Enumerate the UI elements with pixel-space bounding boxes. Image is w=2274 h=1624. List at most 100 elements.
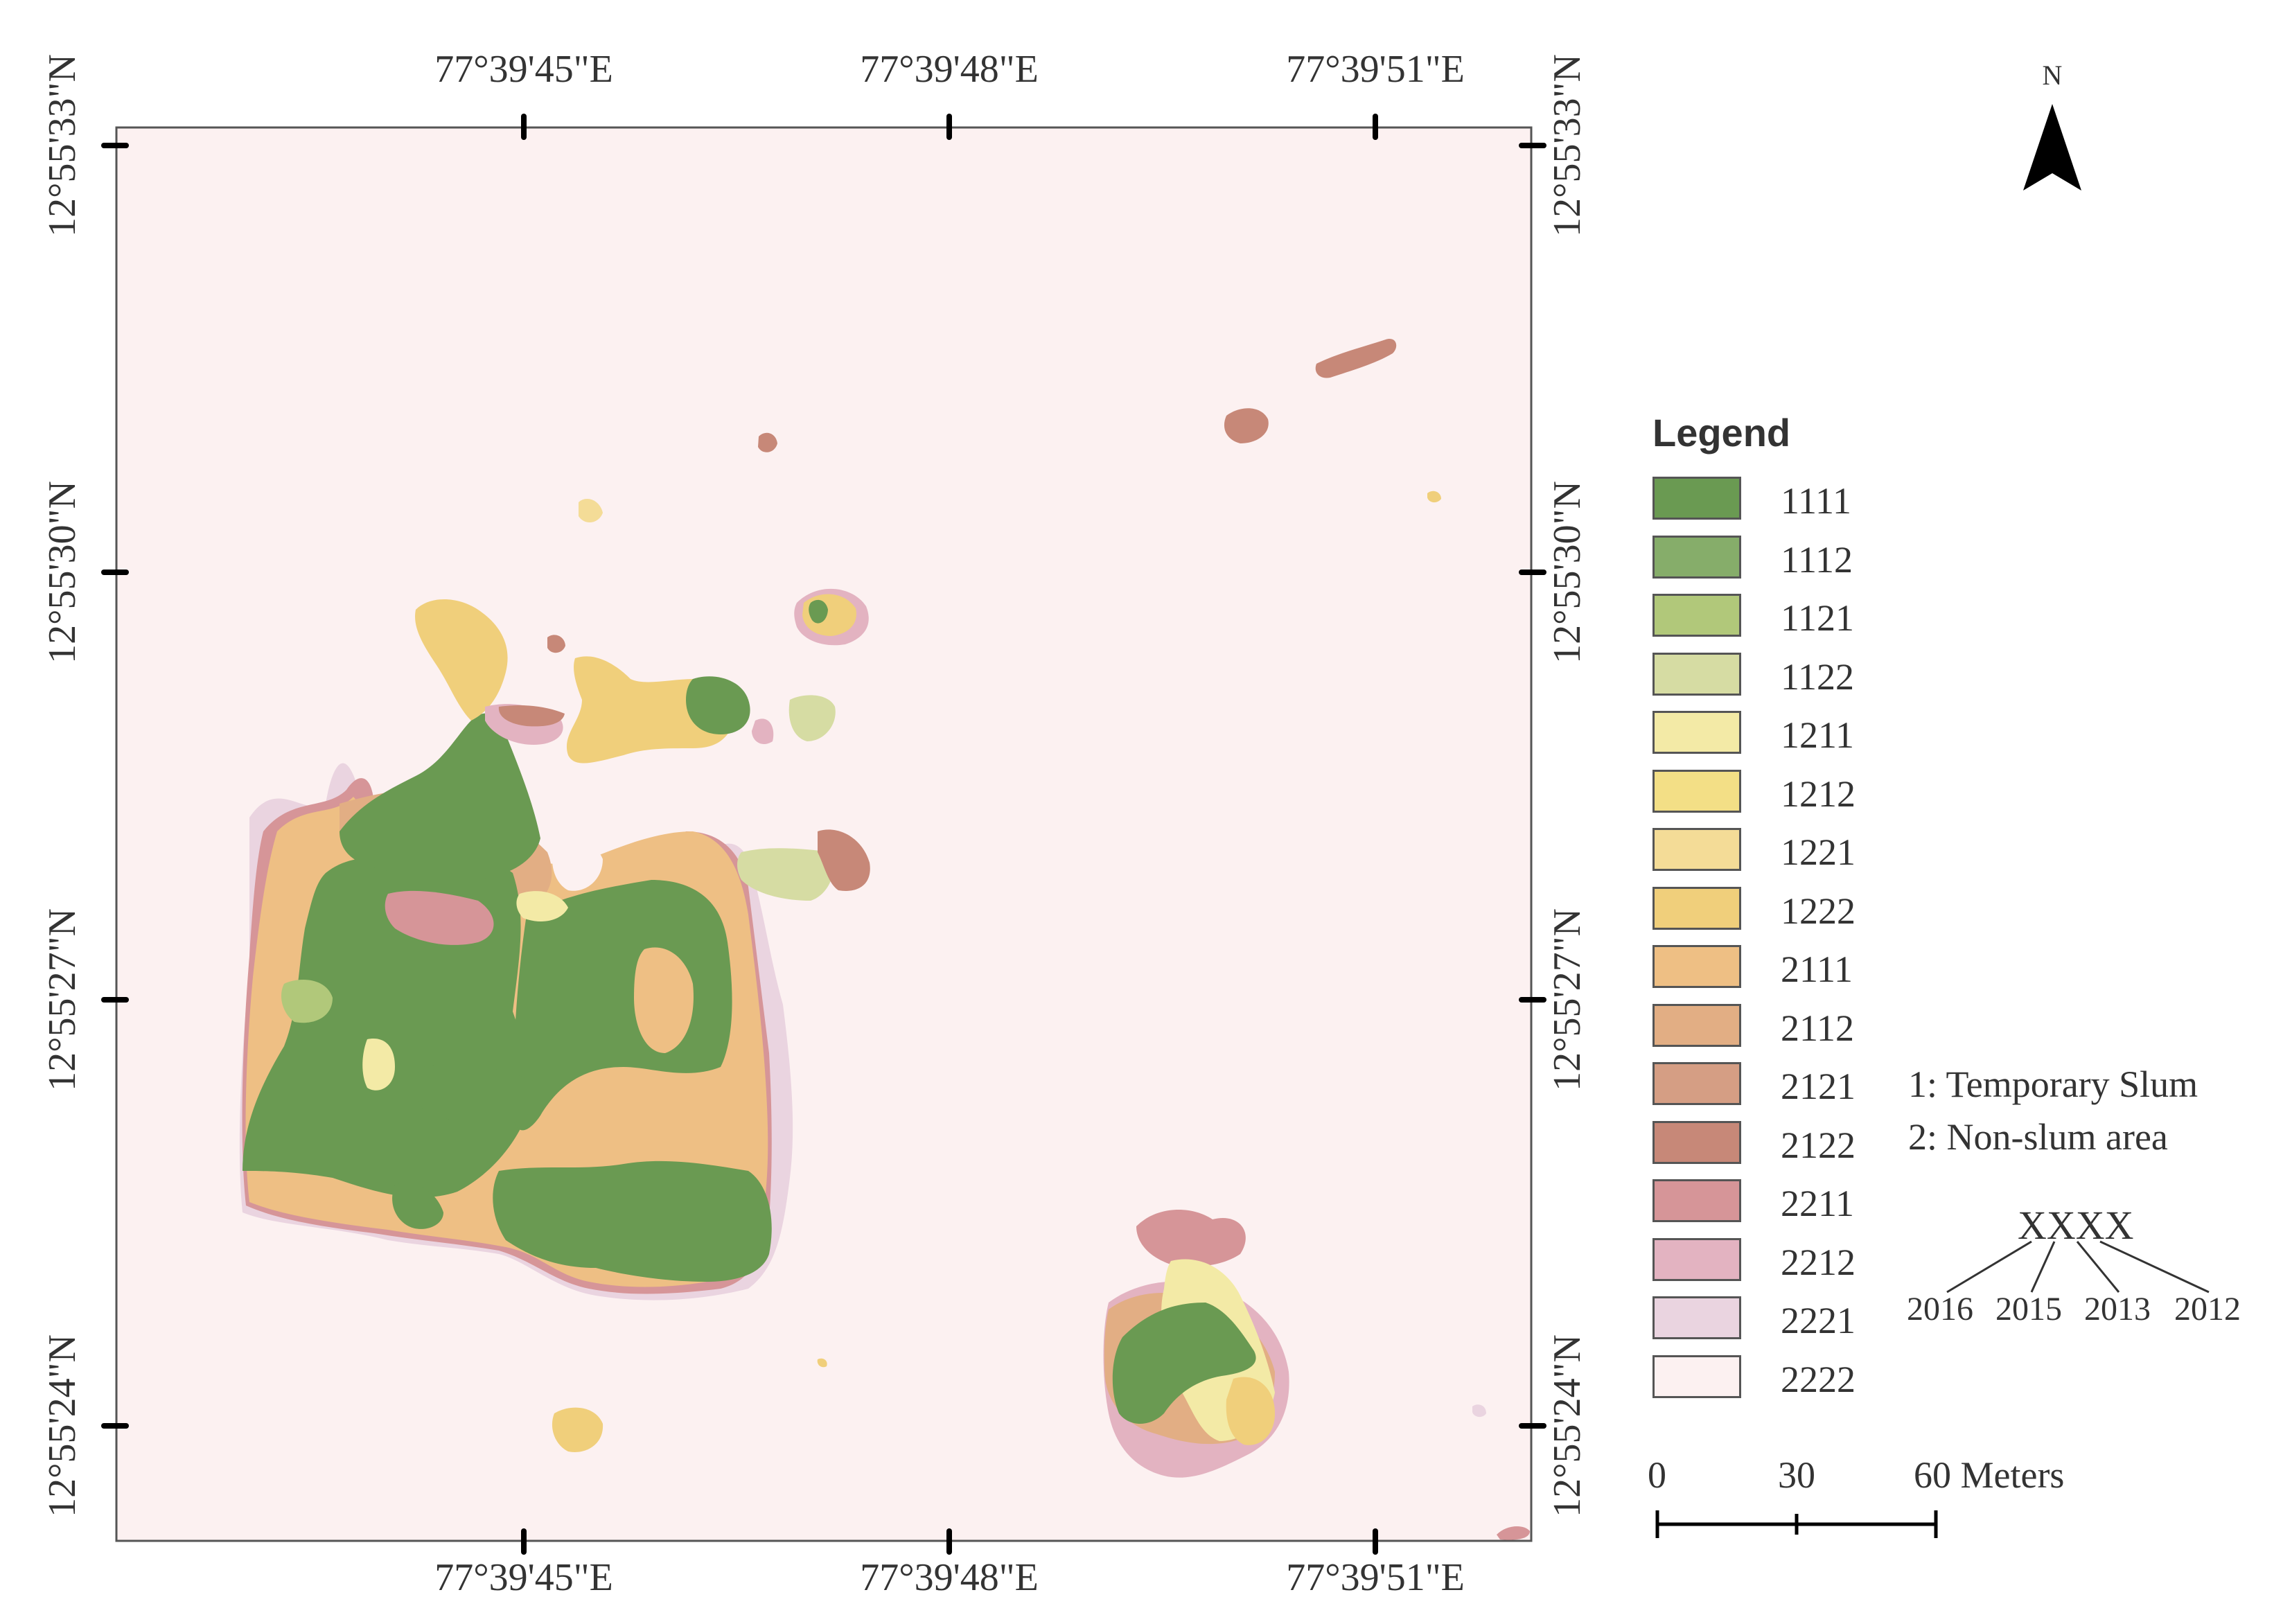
scale-label-30: 30 <box>1778 1454 1815 1496</box>
legend-item: 2112 <box>1652 1003 1930 1052</box>
code-diagram-lines <box>1946 1240 2210 1294</box>
legend-label: 1222 <box>1781 890 1856 932</box>
key-year-2015: 2015 <box>1995 1291 2062 1327</box>
legend-swatch <box>1652 1179 1741 1222</box>
key-non-slum: 2: Non-slum area <box>1908 1116 2168 1158</box>
left-latitude-label: 12°55'33"N <box>41 54 84 237</box>
legend-label: 2222 <box>1781 1358 1856 1400</box>
patch-1211-mid <box>516 891 568 921</box>
legend-label: 1212 <box>1781 773 1856 815</box>
legend-swatch <box>1652 594 1741 637</box>
left-latitude-label: 12°55'24"N <box>41 1334 84 1517</box>
top-longitude-label: 77°39'48"E <box>860 48 1039 91</box>
patch-1222-se-right <box>1226 1377 1275 1445</box>
map-patches <box>239 339 1530 1540</box>
north-arrow-icon: N <box>2023 60 2081 191</box>
legend-swatch <box>1652 711 1741 754</box>
patch-1111-small <box>392 1183 443 1229</box>
legend-item: 1121 <box>1652 594 1930 642</box>
legend-item: 2221 <box>1652 1296 1930 1345</box>
scale-label-60: 60 Meters <box>1914 1454 2065 1496</box>
right-latitude-labels: 12°55'33"N 12°55'30"N 12°55'27"N 12°55'2… <box>1546 54 1589 1517</box>
legend-label: 1121 <box>1781 597 1854 639</box>
patch-1111-center <box>513 880 732 1131</box>
legend-swatch <box>1652 1354 1741 1398</box>
key-code: XXXX <box>2018 1203 2134 1248</box>
patch-2122-mid <box>498 705 565 727</box>
legend-label: 1211 <box>1781 714 1854 756</box>
legend-label: 2212 <box>1781 1241 1856 1283</box>
legend-swatch <box>1652 652 1741 696</box>
legend-item: 1111 <box>1652 477 1930 525</box>
top-longitude-label: 77°39'51"E <box>1286 48 1465 91</box>
legend-label: 2121 <box>1781 1066 1856 1107</box>
right-latitude-label: 12°55'24"N <box>1546 1334 1589 1517</box>
key-year-2012: 2012 <box>2174 1291 2241 1327</box>
legend-item: 2111 <box>1652 945 1930 994</box>
legend-item: 2121 <box>1652 1062 1930 1111</box>
patch-2211-se-top <box>1136 1210 1246 1266</box>
legend-item: 1122 <box>1652 652 1930 701</box>
patch-2122-dot-b <box>547 635 565 653</box>
patch-1111-upper-ring <box>809 599 828 624</box>
legend-item: 1222 <box>1652 886 1930 935</box>
legend-item: 1212 <box>1652 769 1930 818</box>
legend-item: 2212 <box>1652 1237 1930 1287</box>
patch-2211-left-inner <box>385 890 494 945</box>
patch-1111-north-b <box>686 676 750 734</box>
legend-label: 1221 <box>1781 831 1856 873</box>
patch-2122-dot-a <box>758 432 777 452</box>
patch-2111-hole <box>634 947 694 1053</box>
scale-bar <box>1655 1510 1938 1538</box>
legend-label: 1122 <box>1781 655 1854 698</box>
patch-1222-south-west <box>552 1407 603 1452</box>
legend-swatch <box>1652 535 1741 579</box>
bottom-longitude-label: 77°39'51"E <box>1286 1556 1465 1599</box>
left-latitude-label: 12°55'27"N <box>41 908 84 1091</box>
legend-item: 2211 <box>1652 1179 1930 1228</box>
legend-label: 1112 <box>1781 538 1853 581</box>
patch-1122-east-small <box>737 848 834 901</box>
legend-title: Legend <box>1652 411 1791 454</box>
legend-swatch <box>1652 1296 1741 1339</box>
legend-swatch <box>1652 886 1741 930</box>
key-year-2016: 2016 <box>1907 1291 1973 1327</box>
legend-swatch <box>1652 477 1741 520</box>
legend-item: 1112 <box>1652 535 1930 584</box>
right-latitude-label: 12°55'33"N <box>1546 54 1589 237</box>
legend-label: 2122 <box>1781 1124 1856 1166</box>
legend-swatch <box>1652 1062 1741 1105</box>
patch-2221-south-dot <box>1472 1404 1486 1418</box>
patch-2211-corner <box>1497 1526 1530 1540</box>
patch-2122-east <box>818 829 870 891</box>
patch-1111-bottom <box>493 1160 772 1282</box>
key-temporary-slum: 1: Temporary Slum <box>1908 1063 2198 1105</box>
legend-item: 2122 <box>1652 1120 1930 1170</box>
patch-1222-north-a <box>415 599 508 721</box>
patch-1222-tiny <box>817 1358 827 1368</box>
legend-swatch <box>1652 828 1741 871</box>
bottom-longitude-label: 77°39'48"E <box>860 1556 1039 1599</box>
legend-swatch <box>1652 945 1741 988</box>
north-arrow-label: N <box>2043 60 2063 91</box>
legend-item: 1211 <box>1652 711 1930 759</box>
legend-swatch <box>1652 1003 1741 1047</box>
patch-2212-north-c <box>752 718 774 745</box>
legend-swatch <box>1652 1237 1741 1281</box>
graticule-ticks <box>101 114 1546 1555</box>
legend-label: 2221 <box>1781 1300 1856 1341</box>
legend-label: 2111 <box>1781 948 1853 990</box>
legend-item: 1221 <box>1652 828 1930 876</box>
patch-2122-ne-strip <box>1315 339 1397 378</box>
right-latitude-label: 12°55'27"N <box>1546 908 1589 1091</box>
top-longitude-labels: 77°39'45"E 77°39'48"E 77°39'51"E <box>434 48 1465 91</box>
top-longitude-label: 77°39'45"E <box>434 48 613 91</box>
bottom-longitude-labels: 77°39'45"E 77°39'48"E 77°39'51"E <box>434 1556 1465 1599</box>
legend-swatch <box>1652 769 1741 813</box>
scale-label-0: 0 <box>1648 1454 1666 1496</box>
left-latitude-label: 12°55'30"N <box>41 481 84 664</box>
legend-label: 1111 <box>1781 480 1851 522</box>
patch-1211-left <box>362 1039 395 1091</box>
key-year-2013: 2013 <box>2084 1291 2151 1327</box>
